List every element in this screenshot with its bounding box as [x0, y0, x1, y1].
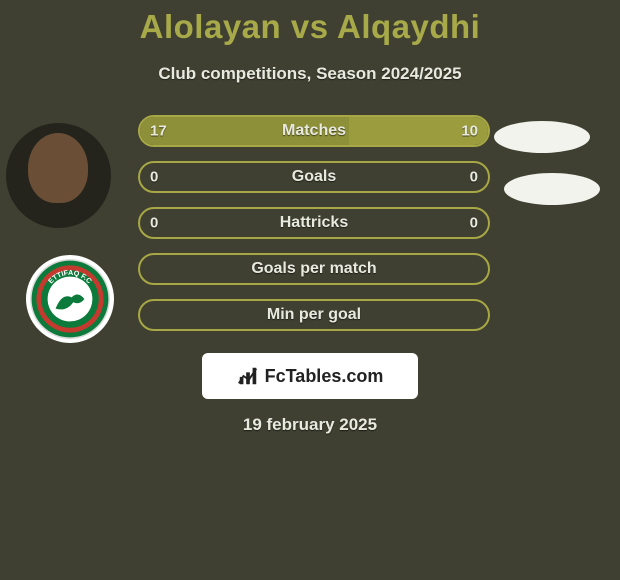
stat-label: Goals per match: [251, 260, 376, 278]
subtitle: Club competitions, Season 2024/2025: [0, 64, 620, 84]
stat-label: Goals: [292, 168, 336, 186]
stat-value-left: 0: [150, 169, 158, 186]
stat-label: Min per goal: [267, 306, 361, 324]
date-label: 19 february 2025: [0, 415, 620, 435]
stat-row: 0 0 Hattricks: [138, 207, 490, 239]
stat-row: 17 10 Matches: [138, 115, 490, 147]
stat-row: 0 0 Goals: [138, 161, 490, 193]
player-right-club-badge: ETTIFAQ F.C: [26, 255, 114, 343]
bar-chart-icon: [237, 365, 259, 387]
stat-row: Min per goal: [138, 299, 490, 331]
bubble-right-1: [494, 121, 590, 153]
stat-value-right: 0: [470, 215, 478, 232]
bubble-right-2: [504, 173, 600, 205]
player-left-avatar: [6, 123, 111, 228]
stat-row: Goals per match: [138, 253, 490, 285]
stat-value-right: 0: [470, 169, 478, 186]
stat-label: Hattricks: [280, 214, 348, 232]
brand-label: FcTables.com: [265, 366, 384, 387]
comparison-infographic: Alolayan vs Alqaydhi Club competitions, …: [0, 0, 620, 580]
stat-value-left: 0: [150, 215, 158, 232]
page-title: Alolayan vs Alqaydhi: [0, 0, 620, 46]
club-badge-icon: ETTIFAQ F.C: [30, 259, 110, 339]
stat-label: Matches: [282, 122, 346, 140]
brand-box: FcTables.com: [202, 353, 418, 399]
stat-value-left: 17: [150, 123, 167, 140]
stat-rows: 17 10 Matches 0 0 Goals 0 0 Hattricks Goals per m…: [138, 115, 490, 345]
stat-value-right: 10: [461, 123, 478, 140]
